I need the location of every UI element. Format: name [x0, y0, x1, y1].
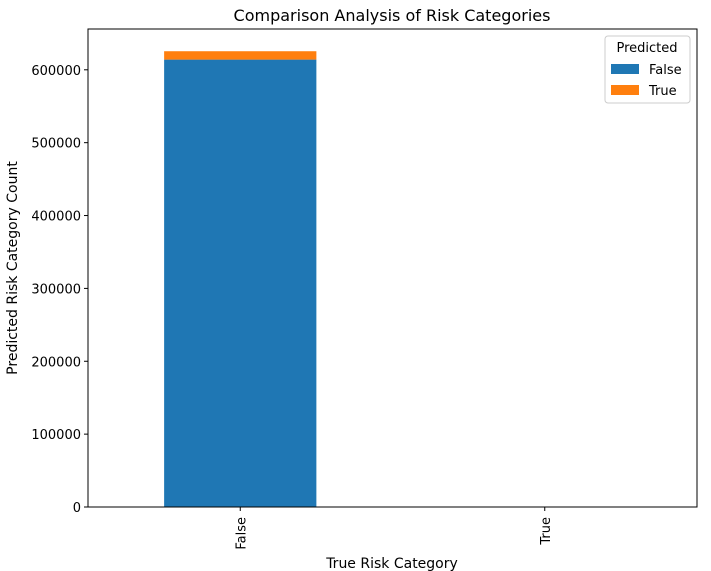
bar-segment [164, 59, 317, 507]
y-tick-label: 100000 [31, 428, 81, 443]
legend-label: True [648, 84, 677, 99]
x-axis-label: True Risk Category [325, 556, 458, 571]
x-axis: False True [234, 507, 554, 550]
y-tick-label: 500000 [31, 137, 81, 152]
y-axis: 0 100000 200000 300000 400000 500000 600000 [31, 64, 88, 516]
y-tick-label: 0 [73, 501, 81, 516]
y-tick-label: 600000 [31, 64, 81, 79]
legend-title: Predicted [616, 41, 677, 56]
chart-title: Comparison Analysis of Risk Categories [234, 6, 551, 25]
x-tick-label: True [539, 517, 554, 546]
legend-label: False [649, 63, 682, 78]
y-tick-label: 400000 [31, 210, 81, 225]
legend-swatch [611, 64, 639, 74]
legend: Predicted False True [604, 35, 691, 104]
y-axis-label: Predicted Risk Category Count [5, 161, 21, 375]
legend-swatch [611, 85, 639, 95]
x-tick-label: False [234, 517, 249, 550]
bars-group [164, 51, 317, 507]
y-tick-label: 200000 [31, 355, 81, 370]
legend-items: False True [611, 63, 682, 99]
bar-segment [164, 51, 317, 60]
plot-frame [87, 28, 698, 508]
y-tick-label: 300000 [31, 282, 81, 297]
